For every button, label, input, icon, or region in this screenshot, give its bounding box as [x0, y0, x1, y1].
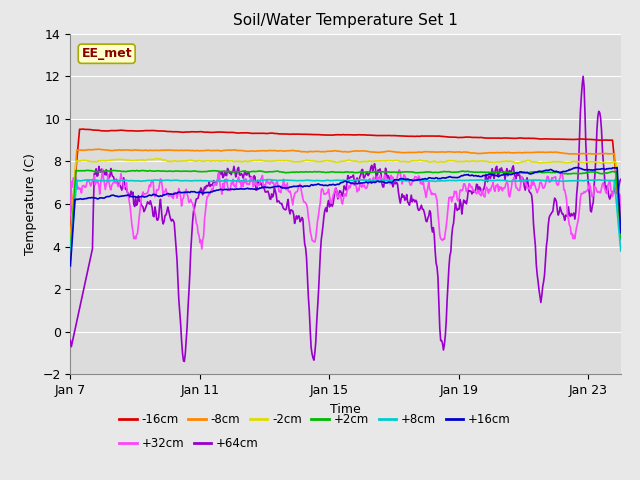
- +8cm: [435, 178, 443, 184]
- -16cm: [67, 228, 74, 233]
- -16cm: [435, 133, 443, 139]
- +32cm: [67, 229, 74, 235]
- +8cm: [164, 177, 172, 183]
- +8cm: [264, 177, 272, 182]
- +16cm: [481, 173, 489, 179]
- Title: Soil/Water Temperature Set 1: Soil/Water Temperature Set 1: [233, 13, 458, 28]
- -2cm: [392, 157, 399, 163]
- +2cm: [209, 168, 217, 174]
- +2cm: [84, 168, 92, 173]
- -16cm: [617, 224, 625, 229]
- Line: +2cm: +2cm: [70, 170, 621, 251]
- +32cm: [617, 237, 625, 243]
- +32cm: [165, 193, 173, 199]
- +32cm: [483, 184, 490, 190]
- Line: -2cm: -2cm: [70, 158, 621, 246]
- +8cm: [482, 178, 490, 183]
- +2cm: [435, 169, 443, 175]
- Line: +64cm: +64cm: [70, 76, 621, 361]
- +2cm: [617, 236, 625, 241]
- -16cm: [482, 135, 490, 141]
- -2cm: [152, 156, 160, 161]
- +64cm: [67, 337, 74, 343]
- -2cm: [165, 159, 173, 165]
- +64cm: [579, 73, 587, 79]
- -8cm: [482, 150, 490, 156]
- +64cm: [617, 177, 625, 182]
- -8cm: [435, 149, 443, 155]
- Text: EE_met: EE_met: [81, 47, 132, 60]
- -2cm: [617, 229, 625, 235]
- +2cm: [392, 169, 399, 175]
- -8cm: [317, 149, 324, 155]
- -16cm: [209, 130, 217, 135]
- +16cm: [208, 189, 216, 195]
- +64cm: [209, 180, 217, 186]
- +32cm: [436, 232, 444, 238]
- -8cm: [165, 147, 173, 153]
- Line: +32cm: +32cm: [70, 169, 621, 249]
- +16cm: [67, 263, 74, 269]
- -16cm: [79, 126, 86, 132]
- +64cm: [435, 301, 443, 307]
- +16cm: [613, 165, 621, 170]
- +16cm: [434, 176, 442, 181]
- +64cm: [164, 204, 172, 210]
- -2cm: [435, 159, 443, 165]
- -2cm: [67, 243, 74, 249]
- -8cm: [617, 234, 625, 240]
- -8cm: [392, 149, 399, 155]
- +2cm: [317, 169, 324, 175]
- +16cm: [164, 191, 172, 196]
- +2cm: [67, 248, 74, 254]
- +16cm: [391, 177, 399, 182]
- -8cm: [67, 232, 74, 238]
- +16cm: [316, 181, 323, 187]
- X-axis label: Time: Time: [330, 403, 361, 416]
- +64cm: [392, 181, 399, 187]
- Line: -16cm: -16cm: [70, 129, 621, 230]
- +64cm: [482, 171, 490, 177]
- +8cm: [67, 248, 74, 254]
- +8cm: [317, 178, 324, 183]
- +32cm: [393, 177, 401, 183]
- +64cm: [317, 251, 324, 256]
- +8cm: [208, 178, 216, 184]
- +32cm: [198, 246, 205, 252]
- -8cm: [209, 148, 217, 154]
- +16cm: [617, 230, 625, 236]
- +2cm: [482, 169, 490, 175]
- Line: -8cm: -8cm: [70, 149, 621, 237]
- +8cm: [392, 178, 399, 183]
- -8cm: [94, 146, 102, 152]
- -16cm: [317, 132, 324, 138]
- +64cm: [180, 359, 188, 364]
- -2cm: [209, 158, 217, 164]
- Line: +8cm: +8cm: [70, 180, 621, 251]
- -2cm: [482, 158, 490, 164]
- -16cm: [392, 133, 399, 139]
- Legend: +32cm, +64cm: +32cm, +64cm: [115, 432, 264, 455]
- Y-axis label: Temperature (C): Temperature (C): [24, 153, 36, 255]
- +2cm: [165, 168, 173, 174]
- +32cm: [317, 188, 325, 193]
- -16cm: [165, 129, 173, 134]
- +32cm: [210, 182, 218, 188]
- -2cm: [317, 159, 324, 165]
- +32cm: [99, 167, 106, 172]
- +8cm: [617, 248, 625, 254]
- Line: +16cm: +16cm: [70, 168, 621, 266]
